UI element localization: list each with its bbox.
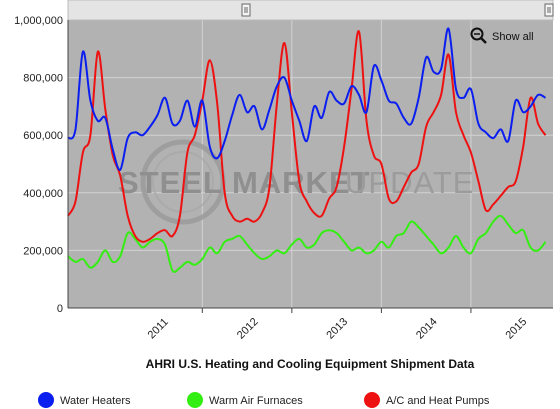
- legend-label: A/C and Heat Pumps: [386, 395, 490, 407]
- legend: Water Heaters Warm Air Furnaces A/C and He…: [38, 392, 490, 408]
- legend-marker: [38, 392, 54, 408]
- legend-marker: [364, 392, 380, 408]
- legend-marker: [187, 392, 203, 408]
- navigator-bar: [67, 0, 554, 21]
- zoom-magnifier-icon: [470, 27, 484, 41]
- legend-label: Warm Air Furnaces: [209, 395, 303, 407]
- watermark-text-bold: STEEL MARKET: [118, 165, 371, 200]
- x-axis-labels: 2011 2012 2013 2014 2015: [146, 316, 530, 342]
- legend-item-water-heaters[interactable]: Water Heaters: [38, 392, 131, 408]
- y-tick-label: 800,000: [23, 73, 63, 85]
- legend-label: Water Heaters: [60, 395, 131, 407]
- x-tick-label: 2013: [324, 316, 350, 342]
- show-all-button[interactable]: Show all: [470, 27, 534, 44]
- x-tick-label: 2011: [146, 316, 171, 341]
- legend-item-warm-air-furnaces[interactable]: Warm Air Furnaces: [187, 392, 303, 408]
- watermark-text-light: UPDATE: [345, 165, 474, 200]
- y-tick-label: 600,000: [23, 130, 63, 142]
- y-tick-label: 1,000,000: [14, 15, 63, 27]
- plot-background: [68, 20, 553, 308]
- series-line-a-c-and-heat-pumps: [67, 30, 547, 243]
- y-tick-label: 400,000: [23, 188, 63, 200]
- navigator-handle-right[interactable]: [544, 3, 554, 17]
- series-layer: [67, 27, 547, 273]
- navigator-handle-left[interactable]: [241, 3, 251, 17]
- y-tick-label: 0: [57, 303, 63, 315]
- chart-title: AHRI U.S. Heating and Cooling Equipment …: [146, 357, 475, 371]
- series-line-water-heaters: [67, 27, 547, 171]
- x-tick-label: 2015: [504, 316, 530, 342]
- y-axis-labels: 0 200,000 400,000 600,000 800,000 1,000,000: [14, 15, 63, 315]
- y-tick-label: 200,000: [23, 245, 63, 257]
- x-tick-label: 2014: [414, 316, 440, 342]
- series-line-warm-air-furnaces: [67, 214, 547, 273]
- legend-item-a-c-and-heat-pumps[interactable]: A/C and Heat Pumps: [364, 392, 490, 408]
- show-all-label: Show all: [492, 31, 534, 43]
- x-tick-label: 2012: [235, 316, 261, 342]
